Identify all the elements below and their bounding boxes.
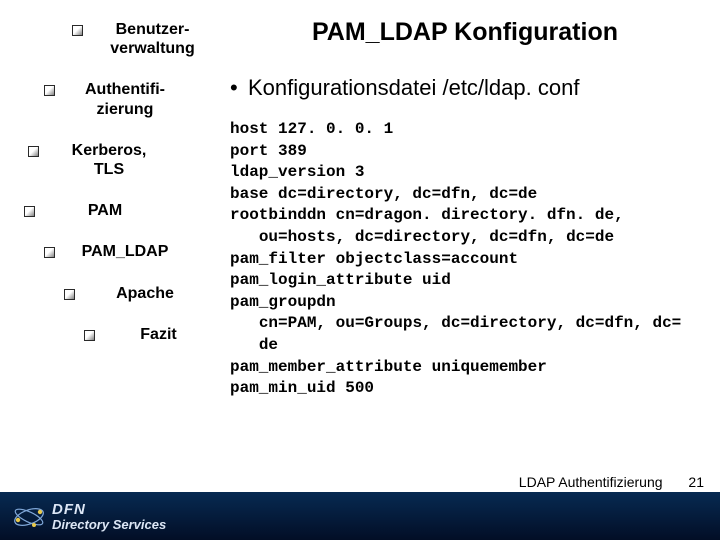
nav-label: Apache: [85, 284, 205, 303]
dfn-logo: DFN Directory Services: [12, 500, 166, 534]
square-bullet-icon: [84, 330, 95, 341]
logo-text: DFN Directory Services: [52, 502, 166, 533]
bullet-text: Konfigurationsdatei /etc/ldap. conf: [248, 75, 579, 100]
square-bullet-icon: [72, 25, 83, 36]
square-bullet-icon: [44, 85, 55, 96]
nav-item-fazit: Fazit: [84, 325, 212, 344]
nav-item-benutzerverwaltung: Benutzer-verwaltung: [72, 20, 212, 58]
nav-label: PAM_LDAP: [65, 242, 185, 261]
sidebar-nav: Benutzer-verwaltung Authentifi-zierung K…: [22, 20, 212, 366]
nav-item-authentifizierung: Authentifi-zierung: [44, 80, 212, 118]
footer-bar: DFN Directory Services: [0, 492, 720, 540]
footer-caption: LDAP Authentifizierung: [519, 474, 663, 490]
logo-line1: DFN: [52, 502, 166, 519]
config-code-block: host 127. 0. 0. 1 port 389 ldap_version …: [230, 119, 700, 400]
nav-item-apache: Apache: [64, 284, 212, 303]
nav-label: Fazit: [105, 325, 212, 344]
nav-label: Benutzer-verwaltung: [93, 20, 212, 58]
square-bullet-icon: [24, 206, 35, 217]
nav-label: Kerberos,TLS: [49, 141, 169, 179]
nav-item-pam: PAM: [24, 201, 212, 220]
nav-label: PAM: [45, 201, 165, 220]
nav-item-kerberos-tls: Kerberos,TLS: [28, 141, 212, 179]
page-number: 21: [688, 474, 704, 490]
slide-title: PAM_LDAP Konfiguration: [230, 18, 700, 47]
bullet-dot-icon: •: [230, 75, 248, 101]
square-bullet-icon: [64, 289, 75, 300]
logo-line2: Directory Services: [52, 518, 166, 532]
square-bullet-icon: [28, 146, 39, 157]
nav-item-pam-ldap: PAM_LDAP: [44, 242, 212, 261]
bullet-point: •Konfigurationsdatei /etc/ldap. conf: [230, 75, 700, 101]
square-bullet-icon: [44, 247, 55, 258]
nav-label: Authentifi-zierung: [65, 80, 185, 118]
logo-mark-icon: [12, 500, 46, 534]
main-content: PAM_LDAP Konfiguration •Konfigurationsda…: [230, 18, 700, 400]
footer-right: LDAP Authentifizierung 21: [519, 474, 704, 490]
